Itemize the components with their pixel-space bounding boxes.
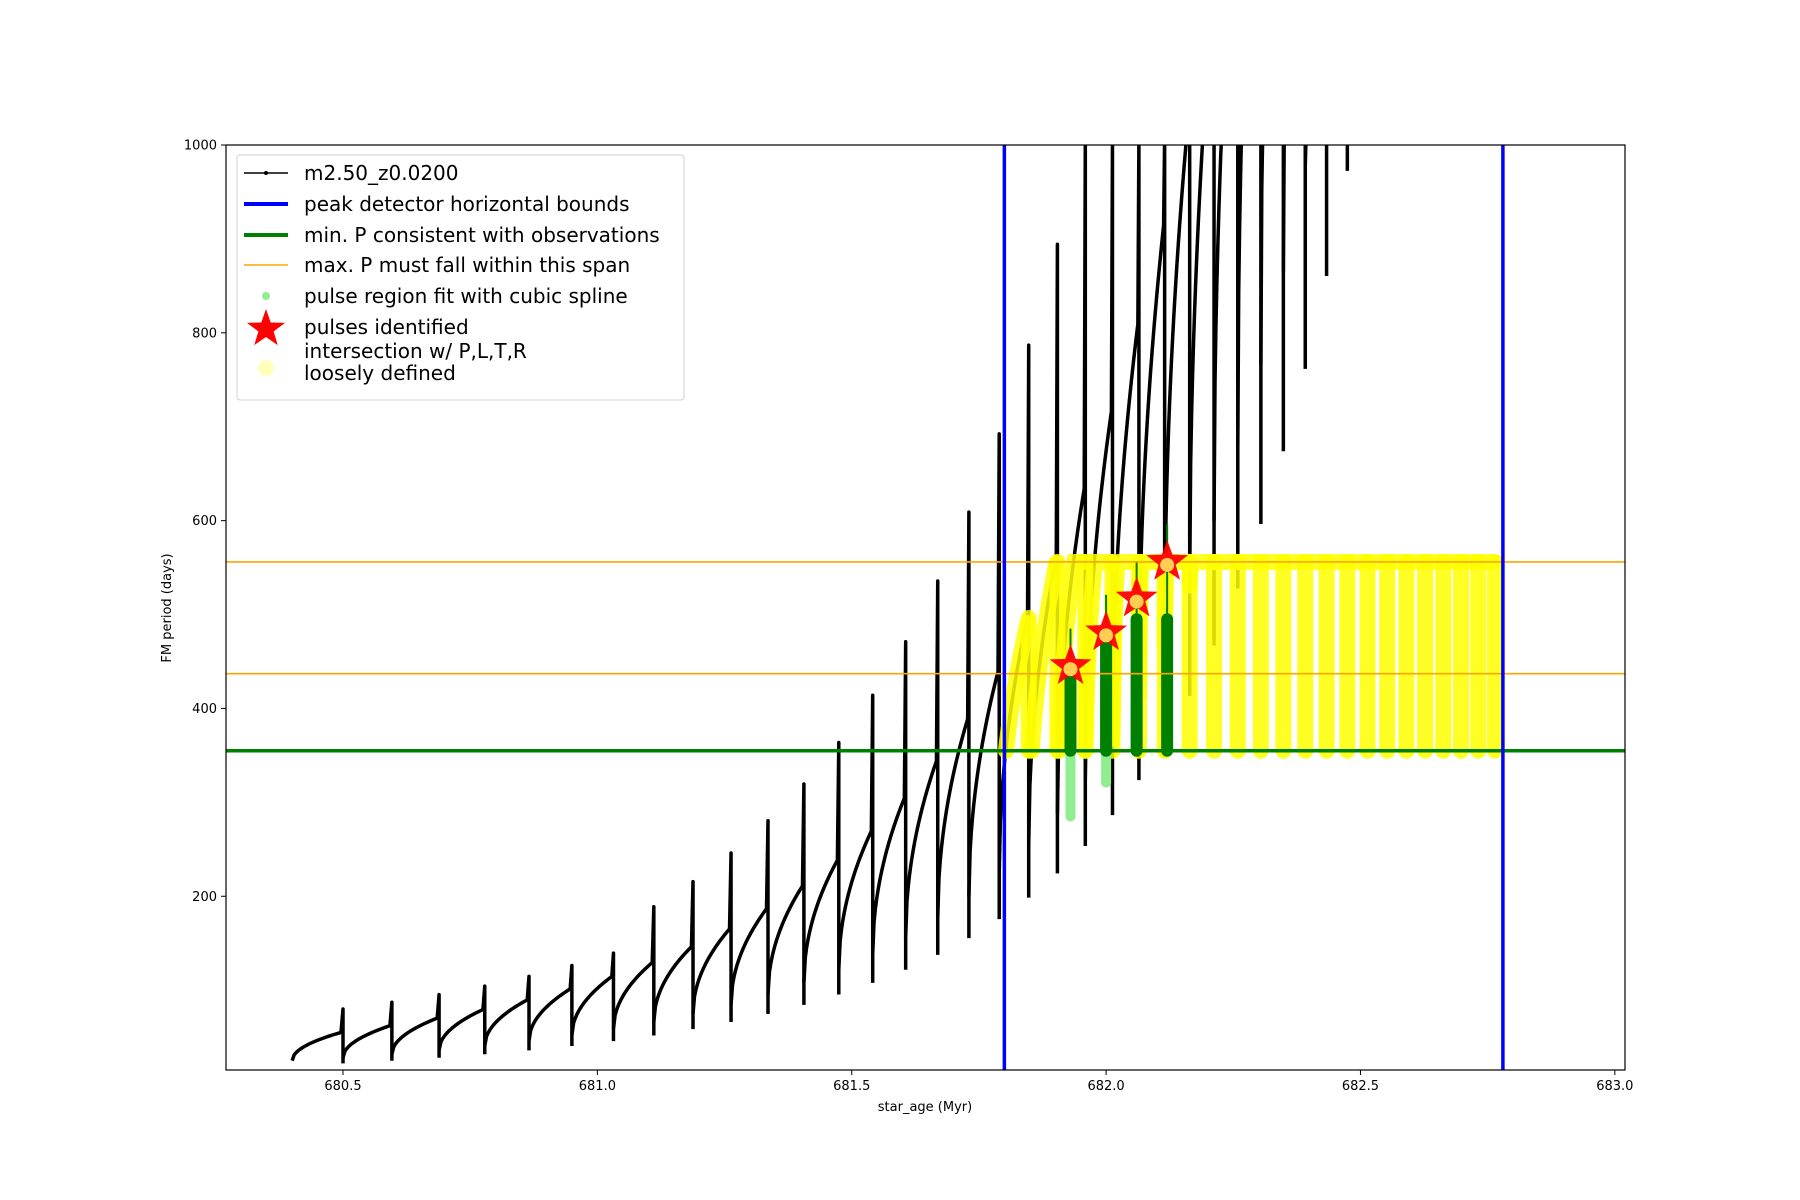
track-cycle (570, 951, 616, 1042)
x-tick-label: 682.5 (1342, 1079, 1379, 1094)
legend-entry-maxp: max. P must fall within this span (244, 253, 630, 277)
track-cycle (1137, 145, 1167, 741)
track-cycle (1162, 145, 1192, 696)
y-tick-label: 600 (192, 514, 217, 529)
legend-label: loosely defined (304, 361, 456, 385)
pulse-star-center (1099, 628, 1114, 643)
track-cycle (527, 963, 574, 1047)
peak-bounds (1002, 145, 1505, 1070)
track-cycle (766, 782, 806, 1005)
track-cycle (611, 905, 656, 1036)
x-tick-label: 682.0 (1087, 1079, 1124, 1094)
y-axis-label: FM period (days) (160, 553, 175, 662)
legend-swatch-dot (264, 171, 268, 175)
y-tick-label: 1000 (184, 139, 217, 154)
legend-label: min. P consistent with observations (304, 223, 660, 247)
legend-entry-pulses: pulses identified (246, 309, 469, 346)
x-tick-label: 681.5 (833, 1079, 870, 1094)
legend-label: pulse region fit with cubic spline (304, 284, 628, 308)
legend-entry-track: m2.50_z0.0200 (244, 161, 459, 185)
track-cycle (802, 740, 841, 995)
y-axis: 200 400 600 800 1000 (184, 139, 226, 905)
intersection-arc (1023, 555, 1065, 759)
x-axis: 680.5 681.0 681.5 682.0 682.5 683.0 (324, 1070, 1633, 1094)
track-cycle (729, 818, 770, 1014)
legend-entry-peak: peak detector horizontal bounds (244, 192, 630, 216)
track-cycle (290, 1007, 345, 1064)
x-axis-label: star_age (Myr) (878, 1100, 972, 1115)
intersection-arc (997, 615, 1036, 759)
legend-entry-spline: pulse region fit with cubic spline (262, 284, 628, 308)
legend-label: pulses identified (304, 315, 469, 339)
legend-label: m2.50_z0.0200 (304, 161, 459, 185)
track-cycle (437, 984, 487, 1055)
track-cycle (390, 992, 441, 1058)
track-cycle (483, 974, 531, 1051)
y-tick-label: 800 (192, 326, 217, 341)
period-lines (226, 561, 1625, 753)
plot-area (226, 145, 1625, 1070)
legend-label: max. P must fall within this span (304, 253, 630, 277)
track-cycle (691, 851, 733, 1023)
track-cycle (341, 1000, 394, 1061)
legend-label: intersection w/ P,L,T,R (304, 339, 527, 363)
track-cycle (870, 640, 908, 970)
track-cycle (837, 693, 875, 983)
legend-label: peak detector horizontal bounds (304, 192, 630, 216)
x-tick-label: 681.0 (579, 1079, 616, 1094)
y-tick-label: 200 (192, 890, 217, 905)
legend-entry-minp: min. P consistent with observations (244, 223, 660, 247)
x-tick-label: 680.5 (324, 1079, 361, 1094)
pulse-markers (1049, 539, 1189, 684)
legend-swatch-dot (262, 292, 270, 300)
track-cycle (935, 510, 971, 939)
plot-frame (225, 144, 1626, 1071)
legend-box (236, 154, 685, 401)
track-cycle (652, 879, 695, 1030)
track-cycle (903, 579, 940, 955)
legend-swatch-star (246, 309, 286, 346)
track-cycle (967, 432, 1001, 920)
track-cycle (1212, 145, 1240, 589)
legend-swatch-circle (258, 360, 274, 376)
x-tick-label: 683.0 (1596, 1079, 1633, 1094)
pulse-star-center (1129, 594, 1144, 609)
pulse-star-center (1160, 557, 1175, 572)
pulse-star-center (1063, 662, 1078, 677)
y-tick-label: 400 (192, 702, 217, 717)
